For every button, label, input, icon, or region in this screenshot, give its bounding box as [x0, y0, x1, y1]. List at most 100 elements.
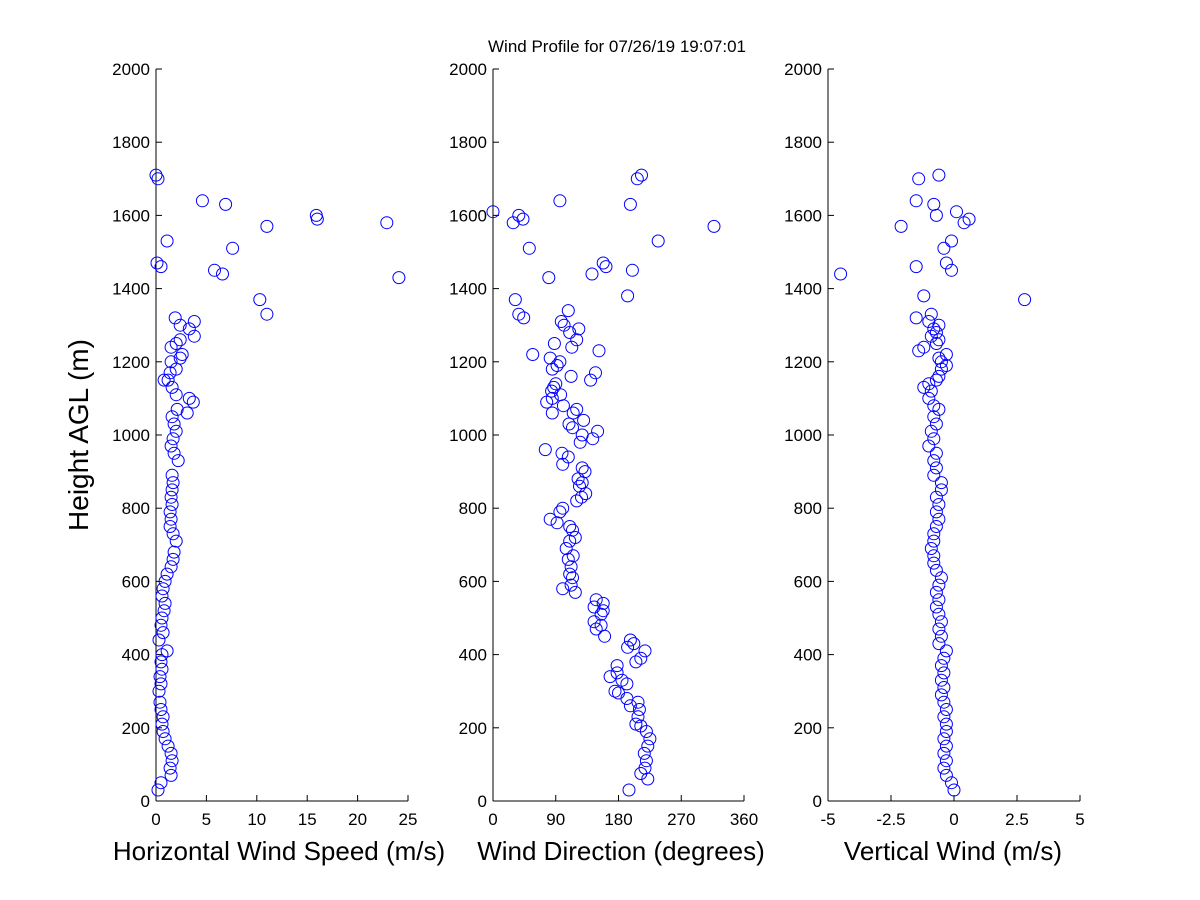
speed-data-point: [155, 662, 169, 676]
direction-data-point: [566, 571, 579, 585]
speed-data-point: [149, 168, 163, 182]
direction-data-point: [565, 340, 579, 354]
direction-data-point: [508, 293, 522, 307]
direction-data-point: [545, 362, 559, 376]
speed-data-point: [165, 380, 179, 394]
speed-data-point: [161, 373, 175, 387]
vertical-data-point: [934, 355, 948, 369]
speed-data-point: [164, 512, 178, 526]
vertical-data-point: [937, 732, 951, 746]
vertical-data-point: [924, 542, 938, 555]
direction-data-point: [651, 234, 665, 248]
direction-data-point: [622, 783, 636, 797]
direction-data-point: [516, 212, 530, 226]
speed-data-point: [173, 351, 187, 365]
vertical-data-point: [929, 446, 943, 460]
direction-y-tick-label: 1400: [449, 280, 487, 299]
direction-data-point: [621, 289, 635, 303]
direction-data-point: [596, 596, 610, 610]
direction-data-point: [566, 406, 580, 420]
vertical-data-point: [937, 651, 951, 665]
figure-title: Wind Profile for 07/26/19 19:07:01: [488, 37, 746, 56]
direction-x-tick-label: 0: [488, 810, 497, 829]
vertical-data-point: [932, 168, 946, 182]
direction-data-point: [549, 377, 563, 391]
vertical-data-point: [939, 703, 953, 716]
vertical-data-point: [927, 399, 941, 413]
direction-data-point: [486, 205, 500, 219]
vertical-y-tick-label: 1600: [784, 206, 822, 225]
vertical-data-point: [929, 585, 943, 599]
speed-data-point: [167, 545, 181, 559]
speed-data-point: [163, 520, 177, 533]
vertical-data-point: [934, 476, 948, 490]
direction-data-point: [545, 384, 559, 398]
vertical-data-point: [934, 571, 948, 585]
vertical-data-point: [909, 194, 923, 208]
direction-data-point: [556, 501, 570, 515]
vertical-data-point: [909, 311, 923, 325]
speed-data-point: [155, 611, 169, 625]
vertical-data-point: [929, 505, 943, 519]
speed-data-point: [164, 768, 178, 782]
speed-data-point: [208, 263, 221, 277]
direction-data-point: [553, 355, 567, 369]
y-axis-label: Height AGL (m): [63, 339, 94, 531]
speed-x-tick-label: 15: [298, 810, 317, 829]
vertical-data-point: [932, 607, 946, 621]
vertical-data-point: [924, 424, 938, 438]
vertical-data-point: [927, 549, 941, 563]
direction-y-tick-label: 2000: [449, 60, 487, 79]
direction-data-point: [570, 333, 584, 347]
vertical-data-point: [922, 391, 936, 405]
speed-data-point: [164, 560, 178, 574]
vertical-y-tick-label: 800: [794, 499, 822, 518]
speed-data-point: [169, 337, 183, 350]
speed-data-point: [216, 267, 229, 281]
speed-y-tick-label: 2000: [112, 60, 150, 79]
vertical-data-point: [894, 219, 908, 233]
speed-y-tick-label: 1600: [112, 206, 150, 225]
vertical-data-point: [924, 307, 938, 321]
vertical-data-point: [937, 241, 951, 255]
vertical-data-point: [957, 216, 971, 230]
direction-data-point: [526, 348, 540, 361]
vertical-data-point: [937, 746, 951, 760]
vertical-data-point: [917, 340, 931, 354]
direction-data-point: [553, 194, 567, 208]
vertical-data-point: [932, 369, 946, 383]
speed-data-point: [167, 446, 181, 460]
direction-data-point: [563, 520, 577, 533]
speed-data-point: [166, 527, 180, 541]
vertical-x-tick-label: 5: [1075, 810, 1084, 829]
speed-data-point: [163, 505, 177, 519]
speed-data-point: [152, 684, 166, 698]
speed-data-point: [165, 498, 179, 511]
direction-data-point: [591, 424, 605, 438]
direction-data-point: [559, 542, 573, 555]
vertical-y-tick-label: 0: [813, 792, 822, 811]
speed-x-tick-label: 10: [247, 810, 266, 829]
speed-y-tick-label: 1200: [112, 353, 150, 372]
direction-data-point: [570, 402, 584, 416]
speed-data-point: [150, 256, 164, 270]
speed-data-point: [166, 552, 180, 566]
direction-data-point: [635, 168, 648, 182]
speed-data-point: [180, 406, 194, 420]
direction-data-point: [555, 446, 569, 460]
speed-x-tick-label: 25: [399, 810, 418, 829]
direction-x-tick-label: 270: [667, 810, 695, 829]
vertical-data-point: [932, 578, 946, 592]
direction-data-point: [561, 304, 575, 318]
vertical-data-point: [932, 593, 946, 607]
direction-data-point: [563, 567, 577, 581]
vertical-y-tick-label: 1000: [784, 426, 822, 445]
speed-data-point: [165, 754, 179, 768]
vertical-data-point: [927, 410, 941, 424]
speed-y-tick-label: 1400: [112, 280, 150, 299]
vertical-data-point: [939, 256, 953, 270]
speed-y-tick-label: 0: [141, 792, 150, 811]
speed-data-point: [156, 626, 170, 640]
speed-data-point: [226, 241, 240, 255]
